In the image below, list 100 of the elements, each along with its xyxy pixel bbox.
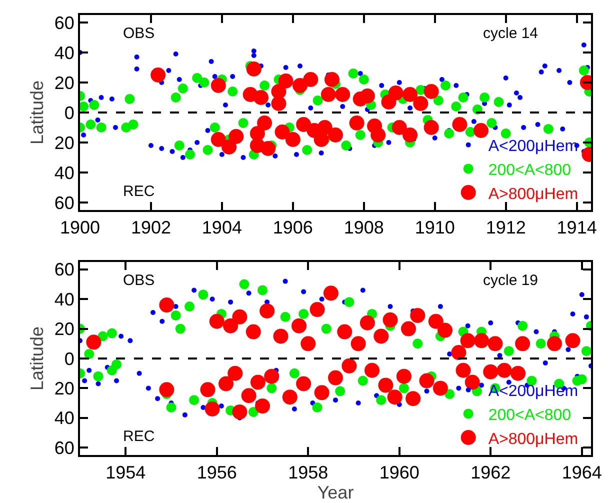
point (335, 386, 346, 396)
point (576, 374, 587, 384)
point (200, 382, 216, 398)
point (396, 368, 412, 384)
x-tick-label: 1958 (288, 462, 328, 483)
point (218, 404, 224, 409)
point (86, 334, 102, 350)
point (289, 368, 300, 378)
point (80, 102, 89, 112)
point (401, 321, 416, 336)
point (303, 72, 318, 87)
point (128, 338, 133, 344)
point (301, 289, 306, 294)
point (341, 140, 352, 150)
y-tick-label: 0 (64, 102, 74, 123)
x-tick-label: 1902 (130, 218, 171, 238)
point (387, 390, 402, 405)
point (159, 382, 174, 398)
point (402, 87, 418, 102)
point (257, 116, 272, 130)
point (474, 333, 489, 348)
point (282, 278, 288, 284)
point (518, 320, 528, 331)
point (96, 122, 106, 132)
point (228, 300, 234, 305)
point (473, 123, 488, 138)
x-tick-label: 1964 (562, 462, 602, 483)
point (370, 128, 386, 142)
point (534, 329, 539, 334)
point (536, 338, 546, 349)
point (342, 358, 357, 374)
point (358, 74, 369, 84)
point (84, 349, 94, 360)
point (483, 364, 498, 380)
annotation: OBS (123, 272, 155, 289)
point (274, 124, 290, 140)
point (360, 288, 366, 293)
y-tick-label: 60 (54, 438, 74, 458)
annotation: OBS (123, 25, 155, 42)
point (266, 383, 277, 394)
x-tick-label: 1954 (106, 462, 146, 483)
point (160, 318, 165, 324)
point (124, 94, 135, 104)
point (451, 345, 466, 360)
point (155, 396, 160, 402)
y-tick-label: 20 (54, 132, 74, 153)
point (452, 117, 468, 132)
point (410, 308, 426, 323)
point (480, 92, 490, 102)
point (333, 398, 338, 403)
point (210, 78, 226, 93)
point (223, 318, 238, 334)
point (146, 386, 151, 391)
point (209, 314, 224, 329)
x-axis-title: Year (317, 482, 354, 503)
point (200, 404, 206, 410)
point (173, 304, 178, 310)
point (337, 324, 352, 340)
point (402, 128, 418, 142)
point (185, 150, 196, 160)
point (210, 296, 215, 302)
point (324, 72, 340, 87)
point (282, 390, 298, 405)
point (447, 352, 452, 357)
point (136, 370, 142, 376)
point (570, 311, 576, 316)
point (192, 288, 197, 293)
point (174, 140, 184, 150)
point (296, 376, 312, 392)
point (184, 302, 194, 312)
y-axis-title: Latitude (27, 326, 48, 391)
point (255, 398, 270, 414)
point (360, 88, 375, 104)
point (412, 338, 423, 349)
point (175, 324, 186, 334)
legend-label: 200<A<800 (488, 406, 572, 424)
point (238, 118, 248, 128)
point (428, 314, 444, 329)
point (496, 362, 512, 378)
point (159, 298, 174, 313)
point (246, 324, 261, 340)
y-tick-label: 20 (54, 378, 74, 398)
point (285, 132, 300, 147)
point (118, 334, 124, 339)
point (565, 333, 580, 348)
point (300, 336, 316, 352)
annotation: cycle 19 (483, 272, 538, 289)
y-tick-label: 20 (54, 72, 74, 93)
legend-label: A>800μHem (488, 430, 578, 448)
point (320, 87, 336, 102)
point (302, 145, 312, 155)
point (364, 362, 380, 378)
x-tick-label: 1912 (486, 218, 526, 238)
point (228, 129, 244, 144)
y-tick-label: 40 (54, 162, 74, 183)
point (248, 406, 258, 417)
y-tick-label: 40 (54, 408, 74, 428)
point (458, 92, 468, 102)
legend-label: A<200μHem (488, 383, 578, 400)
point (451, 102, 462, 112)
